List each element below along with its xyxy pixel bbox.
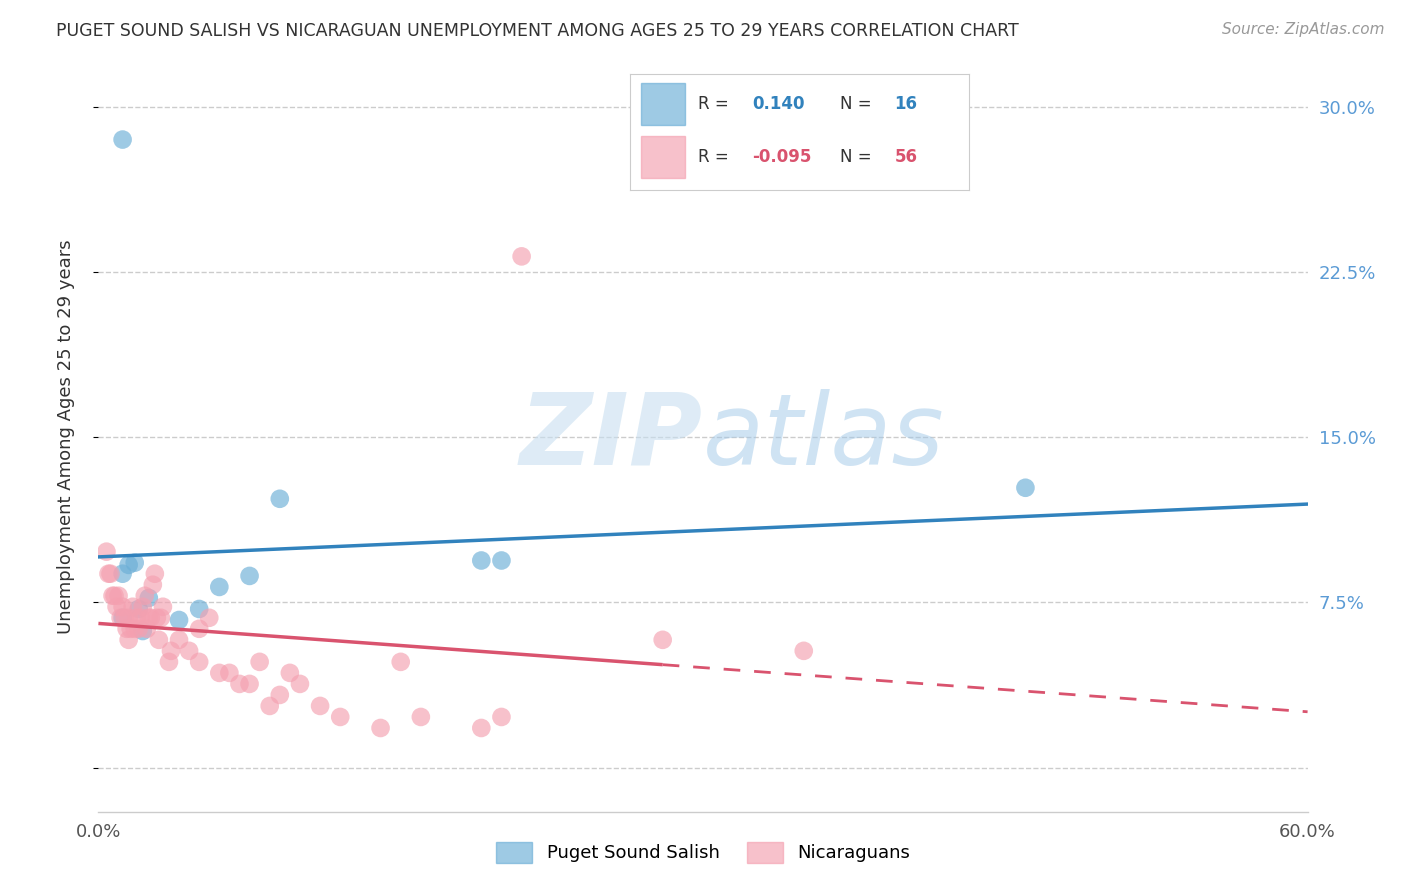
Point: [793, 644, 815, 658]
Point: [105, 599, 128, 614]
Point: [139, 611, 162, 625]
Point: [107, 589, 129, 603]
Point: [128, 622, 150, 636]
Point: [111, 599, 134, 614]
Point: [111, 566, 134, 581]
Point: [370, 721, 392, 735]
Point: [143, 566, 166, 581]
Point: [152, 599, 174, 614]
Point: [100, 566, 122, 581]
Point: [138, 591, 160, 605]
Point: [409, 710, 432, 724]
Point: [110, 611, 132, 625]
Point: [124, 622, 146, 636]
Point: [329, 710, 352, 724]
Point: [115, 622, 138, 636]
Point: [239, 569, 262, 583]
Point: [491, 710, 513, 724]
Point: [510, 249, 533, 263]
Point: [309, 698, 332, 713]
Point: [259, 698, 281, 713]
Point: [135, 622, 157, 636]
Point: [269, 688, 291, 702]
Point: [651, 632, 673, 647]
Point: [103, 589, 125, 603]
Point: [128, 602, 150, 616]
Point: [149, 611, 172, 625]
Point: [124, 556, 146, 570]
Point: [239, 677, 262, 691]
Point: [129, 611, 152, 625]
Point: [218, 665, 240, 680]
Point: [146, 611, 169, 625]
Point: [125, 611, 148, 625]
Point: [118, 558, 141, 572]
Point: [269, 491, 291, 506]
Point: [491, 553, 513, 567]
Point: [101, 589, 124, 603]
Point: [188, 602, 211, 616]
Point: [1014, 481, 1036, 495]
Point: [288, 677, 311, 691]
Text: PUGET SOUND SALISH VS NICARAGUAN UNEMPLOYMENT AMONG AGES 25 TO 29 YEARS CORRELAT: PUGET SOUND SALISH VS NICARAGUAN UNEMPLO…: [56, 22, 1019, 40]
Point: [114, 611, 136, 625]
Point: [188, 622, 211, 636]
Point: [118, 632, 141, 647]
Point: [249, 655, 271, 669]
Point: [138, 611, 160, 625]
Point: [470, 553, 492, 567]
Point: [198, 611, 221, 625]
Point: [228, 677, 250, 691]
Point: [120, 622, 142, 636]
Point: [111, 611, 134, 625]
Point: [167, 613, 190, 627]
Legend: Puget Sound Salish, Nicaraguans: Puget Sound Salish, Nicaraguans: [489, 835, 917, 870]
Point: [278, 665, 301, 680]
Point: [121, 599, 143, 614]
Point: [470, 721, 492, 735]
Point: [188, 655, 211, 669]
Point: [111, 132, 134, 146]
Point: [167, 632, 190, 647]
Y-axis label: Unemployment Among Ages 25 to 29 years: Unemployment Among Ages 25 to 29 years: [56, 240, 75, 634]
Point: [208, 580, 231, 594]
Point: [132, 624, 155, 638]
Point: [142, 578, 165, 592]
Point: [97, 566, 120, 581]
Point: [134, 589, 156, 603]
Text: ZIP: ZIP: [520, 389, 703, 485]
Point: [96, 544, 118, 558]
Point: [132, 599, 155, 614]
Point: [157, 655, 180, 669]
Text: atlas: atlas: [703, 389, 945, 485]
Point: [148, 632, 170, 647]
Point: [160, 644, 183, 658]
Point: [389, 655, 412, 669]
Point: [118, 611, 141, 625]
Text: Source: ZipAtlas.com: Source: ZipAtlas.com: [1222, 22, 1385, 37]
Point: [179, 644, 201, 658]
Point: [208, 665, 231, 680]
